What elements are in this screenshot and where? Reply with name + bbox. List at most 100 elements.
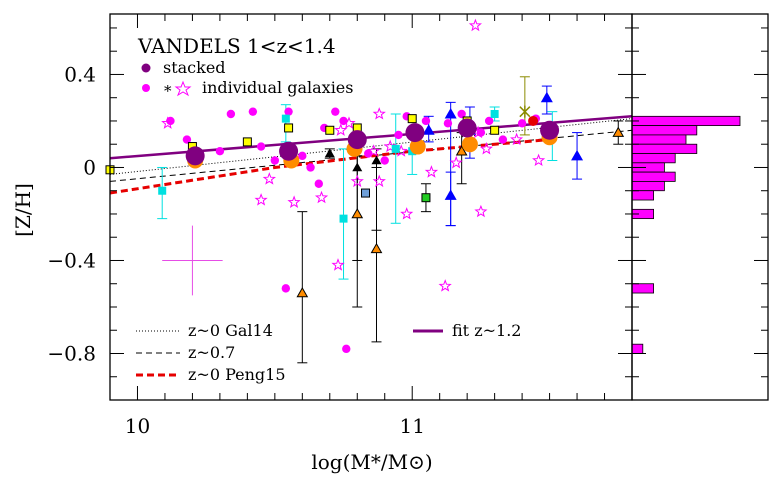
x-tick-label: 11 [399, 414, 424, 438]
yellow-square-point [407, 114, 417, 124]
individual-galaxy-circle [256, 142, 266, 151]
yellow-square-point [284, 123, 294, 133]
blue-triangle-point [444, 189, 457, 200]
legend-label-fit: fit z~1.2 [452, 321, 521, 340]
stacked-point [540, 120, 560, 140]
individual-galaxy-star [383, 139, 397, 153]
orange-triangle-point [612, 126, 625, 137]
individual-galaxy-circle [421, 116, 431, 126]
individual-galaxy-star [314, 190, 329, 204]
histogram-bar [631, 143, 698, 154]
histogram-bar [631, 153, 676, 164]
histogram-bar [631, 134, 687, 145]
stacked-point [457, 118, 477, 138]
blue-triangle-point [444, 107, 457, 119]
individual-galaxy-star [287, 195, 301, 208]
cyan-square-point [158, 186, 167, 195]
stacked-point [347, 130, 367, 150]
black-triangle-point [371, 155, 382, 165]
individual-galaxy-circle [443, 119, 453, 128]
histogram-bar [631, 125, 698, 136]
data-points [105, 18, 625, 354]
axis-ticks [109, 14, 768, 401]
individual-galaxy-star [254, 193, 268, 206]
y-tick-label: −0.4 [47, 248, 96, 272]
individual-galaxy-circle [517, 119, 527, 128]
y-tick-label: 0.4 [64, 62, 96, 86]
individual-galaxy-circle [298, 151, 307, 161]
yellow-square-point [490, 125, 500, 135]
legend-label-z07: z~0.7 [188, 343, 235, 362]
individual-galaxy-circle [394, 130, 403, 140]
black-triangle-point [324, 148, 335, 158]
individual-galaxy-star [331, 258, 345, 271]
histogram-bar [631, 115, 741, 127]
misc-square-point [361, 188, 371, 198]
stacked-point [279, 141, 299, 161]
legend-stacked-marker [141, 63, 151, 73]
individual-galaxy-circle [380, 156, 389, 165]
orange-triangle-point [370, 242, 383, 254]
stacked-point [405, 123, 425, 143]
individual-galaxy-circle [342, 344, 351, 354]
individual-galaxy-star [367, 144, 381, 157]
individual-galaxy-star [510, 132, 524, 146]
individual-galaxy-circle [226, 109, 236, 119]
individual-galaxy-star [372, 107, 386, 120]
histogram-bar [631, 171, 676, 182]
individual-galaxy-star [161, 116, 175, 129]
individual-galaxy-circle [306, 163, 315, 172]
individual-galaxy-circle [270, 156, 280, 165]
x-axis-label: log(M*/M⊙) [311, 450, 432, 474]
histogram-bar [631, 283, 655, 294]
individual-galaxy-star [350, 174, 364, 188]
y-tick-label: −0.8 [47, 341, 96, 365]
individual-galaxy-star [400, 207, 414, 220]
individual-galaxy-circle [314, 179, 323, 188]
individual-galaxy-star [334, 123, 348, 136]
individual-galaxy-star [372, 174, 386, 188]
legend-individual-star-glyph: * [164, 82, 172, 100]
stacked-alt-point [461, 136, 478, 153]
orange-triangle-point [455, 145, 468, 156]
individual-galaxy-circle [331, 107, 340, 116]
legend-individual-circle-marker [142, 84, 150, 92]
legend-label-peng15: z~0 Peng15 [188, 365, 286, 384]
orange-triangle-point [296, 287, 309, 298]
metallicity-histogram [631, 115, 741, 354]
tick-labels: 10 11 0.4 0 −0.4 −0.8 [47, 62, 425, 438]
misc-cross-point [519, 105, 531, 118]
histogram-bar [631, 190, 655, 201]
individual-galaxy-circle [248, 107, 258, 116]
individual-galaxy-circle [484, 116, 494, 126]
legend-stacked-label: stacked [163, 58, 226, 77]
cyan-square-point [281, 114, 290, 123]
stacked-point [185, 146, 205, 166]
orange-triangle-point [351, 207, 364, 219]
individual-galaxy-circle [215, 146, 225, 156]
histogram-bar [631, 343, 644, 354]
legend-label-gal14: z~0 Gal14 [188, 321, 273, 340]
histogram-panel-frame [631, 13, 769, 401]
yellow-square-point [242, 137, 252, 147]
stacked-alt-point [409, 138, 426, 155]
individual-galaxy-star [438, 279, 452, 292]
individual-galaxy-circle [281, 284, 291, 293]
blue-triangle-point [571, 149, 584, 161]
cyan-square-point [391, 144, 400, 153]
blue-triangle-point [540, 91, 553, 103]
individual-galaxy-circle [284, 107, 293, 116]
individual-galaxy-circle [498, 135, 508, 144]
individual-galaxy-star [468, 18, 482, 32]
blue-triangle-point [422, 124, 435, 135]
histogram-bar [631, 181, 665, 192]
individual-galaxy-circle [457, 109, 466, 119]
cyan-square-point [339, 214, 348, 223]
y-tick-label: 0 [83, 155, 96, 179]
individual-galaxy-star [342, 116, 356, 129]
legend-individual-star-marker [174, 80, 192, 97]
individual-galaxy-star [424, 165, 439, 178]
individual-galaxy-circle [182, 135, 192, 144]
